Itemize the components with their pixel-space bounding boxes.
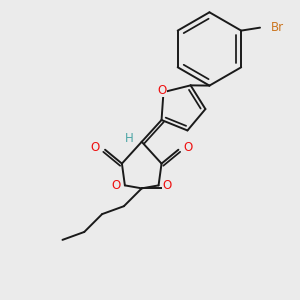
Text: O: O	[111, 179, 121, 192]
Text: O: O	[163, 179, 172, 192]
Text: Br: Br	[271, 21, 284, 34]
Text: O: O	[157, 84, 166, 97]
Text: H: H	[124, 132, 133, 145]
Text: O: O	[91, 141, 100, 154]
Text: O: O	[184, 141, 193, 154]
